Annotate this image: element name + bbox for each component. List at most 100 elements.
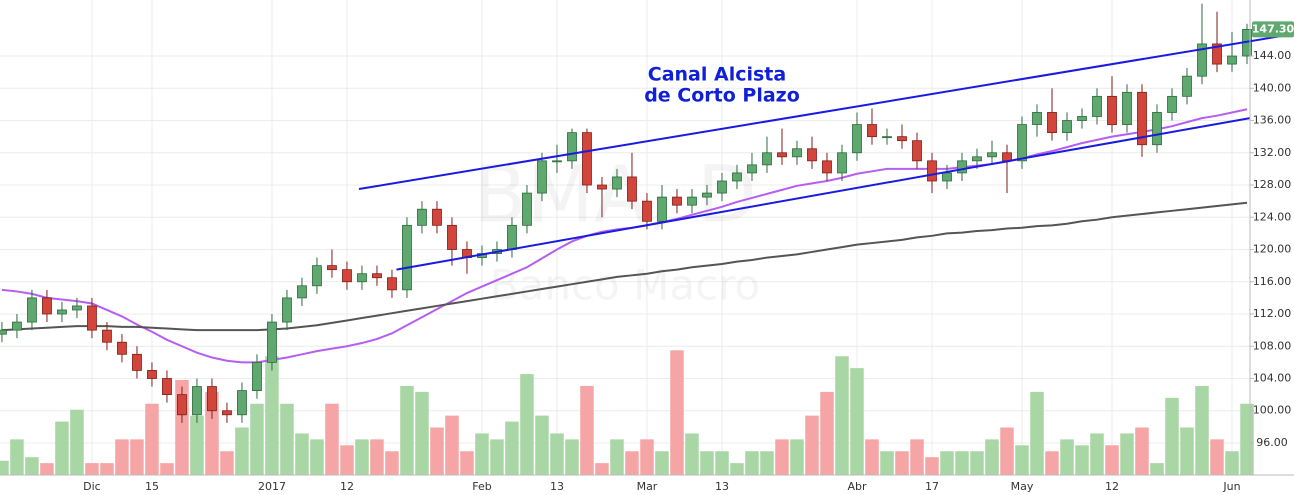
volume-bar [1180, 427, 1194, 475]
volume-bar [1000, 427, 1014, 475]
y-tick-label: 140.00 [1253, 81, 1292, 94]
volume-bar [1195, 385, 1209, 475]
x-tick-label: 15 [145, 480, 159, 493]
y-tick-label: 120.00 [1253, 243, 1292, 256]
volume-bar [775, 439, 789, 475]
candle-body [612, 176, 622, 190]
candle-body [957, 160, 967, 174]
y-tick-label: 116.00 [1253, 275, 1292, 288]
volume-bar [1135, 427, 1149, 475]
volume-bar [100, 463, 114, 475]
volume-bar [1030, 391, 1044, 475]
watermark-name: Banco Macro [490, 261, 760, 310]
candle-body [987, 152, 997, 158]
candle-body [777, 152, 787, 158]
x-tick-label: Jun [1222, 480, 1240, 493]
candle-body [657, 196, 667, 222]
y-tick-label: 104.00 [1253, 372, 1292, 385]
candle-body [702, 192, 712, 198]
volume-bar [655, 451, 669, 475]
x-tick-label: Abr [847, 480, 867, 493]
candle-body [537, 160, 547, 194]
annotation: de Corto Plazo [644, 85, 800, 107]
candle-body [927, 160, 937, 182]
candle-body [42, 297, 52, 315]
volume-bar [475, 433, 489, 475]
volume-bar [205, 391, 219, 475]
candle-body [552, 160, 562, 163]
volume-bar [925, 457, 939, 475]
volume-bar [370, 439, 384, 475]
candle-body [72, 305, 82, 311]
candle-body [1122, 91, 1132, 125]
volume-bar [55, 421, 69, 475]
y-tick-label: 112.00 [1253, 307, 1292, 320]
candle-body [297, 285, 307, 299]
candle-body [312, 265, 322, 287]
candle-body [177, 394, 187, 416]
x-tick-label: 12 [340, 480, 354, 493]
volume-bar [505, 421, 519, 475]
x-tick-label: Feb [472, 480, 491, 493]
volume-bar [1075, 445, 1089, 475]
volume-bar [835, 356, 849, 475]
y-tick-label: 144.00 [1253, 49, 1292, 62]
candle-body [822, 160, 832, 174]
candle-body [222, 410, 232, 416]
candle-body [87, 305, 97, 331]
y-tick-label: 124.00 [1253, 210, 1292, 223]
volume-bar [310, 439, 324, 475]
volume-bar [550, 433, 564, 475]
y-tick-label: 128.00 [1253, 178, 1292, 191]
volume-bar [1045, 451, 1059, 475]
candle-body [327, 265, 337, 271]
x-tick-label: 13 [550, 480, 564, 493]
volume-bar [700, 451, 714, 475]
volume-bar [265, 356, 279, 475]
volume-bar [580, 385, 594, 475]
candle-body [522, 192, 532, 226]
candle-body [57, 309, 67, 315]
x-tick-label: 17 [925, 480, 939, 493]
plot [0, 3, 1293, 475]
candle-body [837, 152, 847, 174]
candle-body [732, 172, 742, 182]
volume-bar [910, 439, 924, 475]
candle-body [507, 224, 517, 250]
y-tick-label: 96.00 [1256, 436, 1288, 449]
volume-bar [10, 439, 24, 475]
candle-body [1107, 95, 1117, 125]
candle-body [102, 329, 112, 343]
candle-body [1227, 55, 1237, 65]
volume-bar [445, 415, 459, 475]
candle-body [1017, 124, 1027, 162]
candle-body [282, 297, 292, 323]
x-tick-label: May [1011, 480, 1034, 493]
candle-body [207, 386, 217, 412]
candle-body [1092, 95, 1102, 117]
x-tick-label: Dic [83, 480, 101, 493]
candle-body [447, 224, 457, 250]
volume-bar [1060, 439, 1074, 475]
volume-bar [1015, 445, 1029, 475]
volume-bar [25, 457, 39, 475]
last-price-label: 147.30 [1252, 22, 1294, 35]
volume-bar [235, 427, 249, 475]
candle-body [882, 136, 892, 139]
candle-body [1197, 43, 1207, 77]
candle-body [1182, 75, 1192, 97]
volume-bar [1120, 433, 1134, 475]
y-tick-label: 100.00 [1253, 404, 1292, 417]
y-tick-label: 132.00 [1253, 146, 1292, 159]
candle-body [342, 269, 352, 283]
candle-body [972, 156, 982, 162]
volume-bar [1090, 433, 1104, 475]
candle-body [912, 140, 922, 162]
volume-bar [415, 391, 429, 475]
volume-bar [625, 451, 639, 475]
candle-body [432, 208, 442, 226]
candle-body [1032, 112, 1042, 125]
candle-body [1137, 91, 1147, 146]
